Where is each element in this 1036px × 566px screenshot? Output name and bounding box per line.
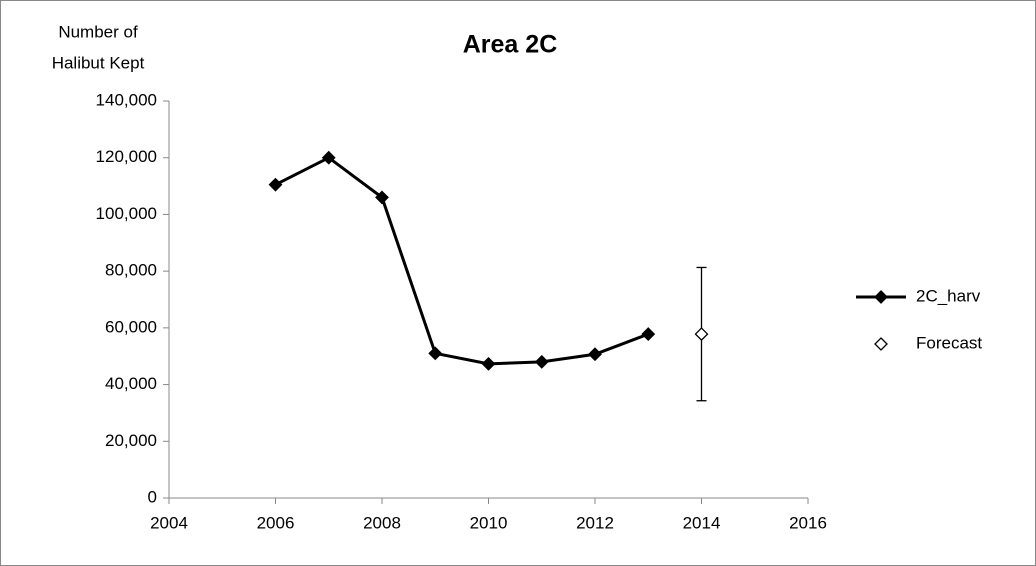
marker: [588, 347, 602, 362]
y-tick-label: 140,000: [96, 90, 157, 109]
legend-marker: [874, 337, 888, 351]
y-tick-label: 0: [148, 487, 157, 506]
x-tick-label: 2012: [576, 513, 614, 532]
y-tick-label: 120,000: [96, 147, 157, 166]
y-tick-label: 20,000: [105, 431, 157, 450]
y-axis-label: Halibut Kept: [52, 53, 145, 72]
x-tick-label: 2016: [789, 513, 827, 532]
y-tick-label: 100,000: [96, 204, 157, 223]
y-tick-label: 80,000: [105, 261, 157, 280]
legend-label: 2C_harv: [916, 286, 981, 305]
legend-label: Forecast: [916, 333, 982, 352]
chart-title: Area 2C: [463, 31, 558, 59]
x-tick-label: 2004: [150, 513, 188, 532]
marker: [694, 327, 709, 342]
y-tick-label: 60,000: [105, 317, 157, 336]
marker: [268, 177, 283, 192]
y-tick-label: 40,000: [105, 374, 157, 393]
y-axis-label: Number of: [58, 22, 138, 41]
marker: [534, 354, 549, 369]
series-line: [274, 155, 649, 366]
marker: [375, 190, 389, 205]
marker: [321, 150, 336, 165]
x-tick-label: 2010: [470, 513, 508, 532]
legend-marker: [874, 290, 888, 304]
marker: [428, 346, 443, 361]
marker: [641, 327, 656, 342]
marker: [481, 356, 496, 371]
x-tick-label: 2008: [363, 513, 401, 532]
x-tick-label: 2014: [683, 513, 721, 532]
x-tick-label: 2006: [257, 513, 295, 532]
